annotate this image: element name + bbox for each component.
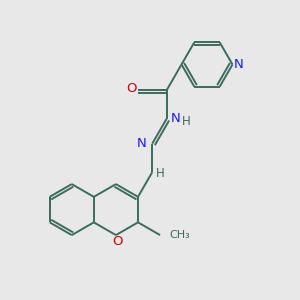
Text: CH₃: CH₃ — [170, 230, 190, 240]
Text: N: N — [136, 137, 146, 150]
Text: H: H — [182, 116, 190, 128]
Text: N: N — [234, 58, 244, 71]
Text: O: O — [126, 82, 137, 95]
Text: N: N — [170, 112, 180, 125]
Text: O: O — [112, 235, 123, 248]
Text: H: H — [156, 167, 165, 180]
